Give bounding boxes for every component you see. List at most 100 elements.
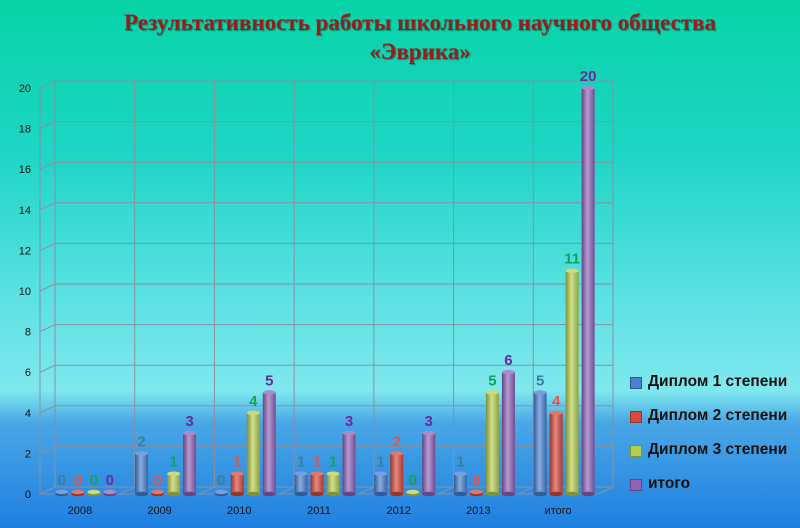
bar-top: [246, 410, 260, 415]
bar-body: [310, 473, 324, 494]
bar-base: [230, 491, 244, 497]
bar-base: [501, 491, 515, 497]
bar: 4: [549, 393, 563, 497]
legend-label: итого: [648, 475, 691, 492]
bar-top: [342, 430, 356, 436]
bar-body: [294, 473, 308, 494]
data-label: 5: [265, 373, 273, 390]
x-tick-label: 2009: [147, 505, 171, 517]
bar-base: [374, 491, 388, 497]
data-label: 3: [345, 413, 353, 430]
bar: 1: [230, 454, 244, 497]
bar: 5: [533, 373, 547, 497]
data-label: 1: [456, 454, 464, 471]
bar-top: [135, 451, 149, 456]
bar-body: [565, 270, 579, 494]
legend-label: Диплом 1 степени: [648, 373, 788, 390]
y-tick-label: 6: [25, 367, 31, 379]
bar-base: [342, 491, 356, 497]
bar-base: [390, 491, 404, 497]
data-label: 1: [377, 454, 385, 471]
gridline: [39, 80, 56, 89]
x-tick-label: 2008: [68, 505, 92, 517]
data-label: 6: [504, 352, 512, 369]
data-label: 4: [249, 393, 258, 410]
y-tick-label: 18: [19, 124, 31, 136]
data-label: 0: [106, 472, 114, 489]
gridline: [39, 202, 56, 211]
y-tick-label: 20: [19, 83, 31, 95]
bar-body: [485, 392, 499, 494]
bar-body: [135, 453, 149, 494]
bar-body: [183, 433, 197, 494]
y-tick-label: 2: [25, 448, 31, 460]
gridline: [119, 486, 135, 495]
gridline: [199, 486, 215, 495]
bar: 0: [214, 472, 228, 497]
y-tick-label: 16: [19, 164, 31, 176]
gridline: [278, 486, 295, 495]
bar-body: [374, 473, 388, 494]
gridline: [39, 364, 56, 373]
bar: 20: [580, 68, 596, 497]
bar-base: [310, 491, 324, 497]
bar-body: [453, 473, 467, 494]
data-label: 11: [564, 251, 580, 268]
data-label: 0: [409, 472, 417, 489]
bar-base: [326, 491, 340, 497]
bar: 2: [135, 433, 149, 497]
chart-title: Результативность работы школьного научно…: [124, 10, 716, 64]
bar: 11: [564, 251, 580, 497]
bar-body: [326, 473, 340, 494]
bar-top: [230, 471, 244, 476]
bar-body: [167, 473, 181, 494]
x-tick-label: 2013: [466, 505, 490, 517]
data-label: 1: [297, 454, 305, 471]
y-tick-label: 14: [19, 205, 31, 217]
gridline: [39, 486, 56, 495]
gridline: [39, 121, 56, 130]
y-tick-label: 10: [19, 286, 31, 298]
data-label: 1: [233, 454, 241, 471]
x-tick-label: 2011: [307, 505, 331, 517]
data-label: 0: [153, 472, 161, 489]
bar-top: [533, 390, 547, 395]
data-label: 0: [74, 472, 82, 489]
bar-top: [310, 471, 324, 476]
bar-top: [71, 489, 85, 495]
legend-swatch: [630, 411, 642, 423]
bar-base: [135, 491, 149, 497]
bar: 4: [246, 393, 260, 497]
bar-top: [422, 430, 436, 436]
bar: 1: [326, 454, 340, 497]
bar-top: [294, 471, 308, 476]
bar-top: [87, 489, 101, 495]
legend-label: Диплом 3 степени: [648, 441, 788, 458]
legend-label: Диплом 2 степени: [648, 407, 788, 424]
bar: 0: [55, 472, 69, 497]
legend-swatch: [630, 377, 642, 389]
bar-top: [469, 489, 483, 495]
x-tick-label: 2012: [386, 505, 410, 517]
bar-body: [581, 88, 595, 494]
gridline: [597, 486, 614, 495]
bar-body: [246, 412, 260, 494]
bar-base: [246, 491, 260, 497]
bar-base: [533, 491, 547, 497]
bar-top: [167, 471, 181, 476]
bar-body: [262, 392, 276, 494]
y-tick-label: 8: [25, 327, 31, 339]
bar: 3: [342, 413, 356, 497]
bar-body: [533, 392, 547, 494]
bar-base: [549, 491, 563, 497]
gridlines: [39, 80, 614, 495]
bar-body: [390, 453, 404, 494]
bar: 0: [87, 472, 101, 497]
data-label: 0: [58, 472, 66, 489]
y-axis: 0 2 4 6 8 10 12 14 16 18 20: [19, 83, 31, 501]
bar-body: [549, 412, 563, 494]
bar-base: [565, 491, 579, 497]
bar: 3: [183, 413, 197, 497]
